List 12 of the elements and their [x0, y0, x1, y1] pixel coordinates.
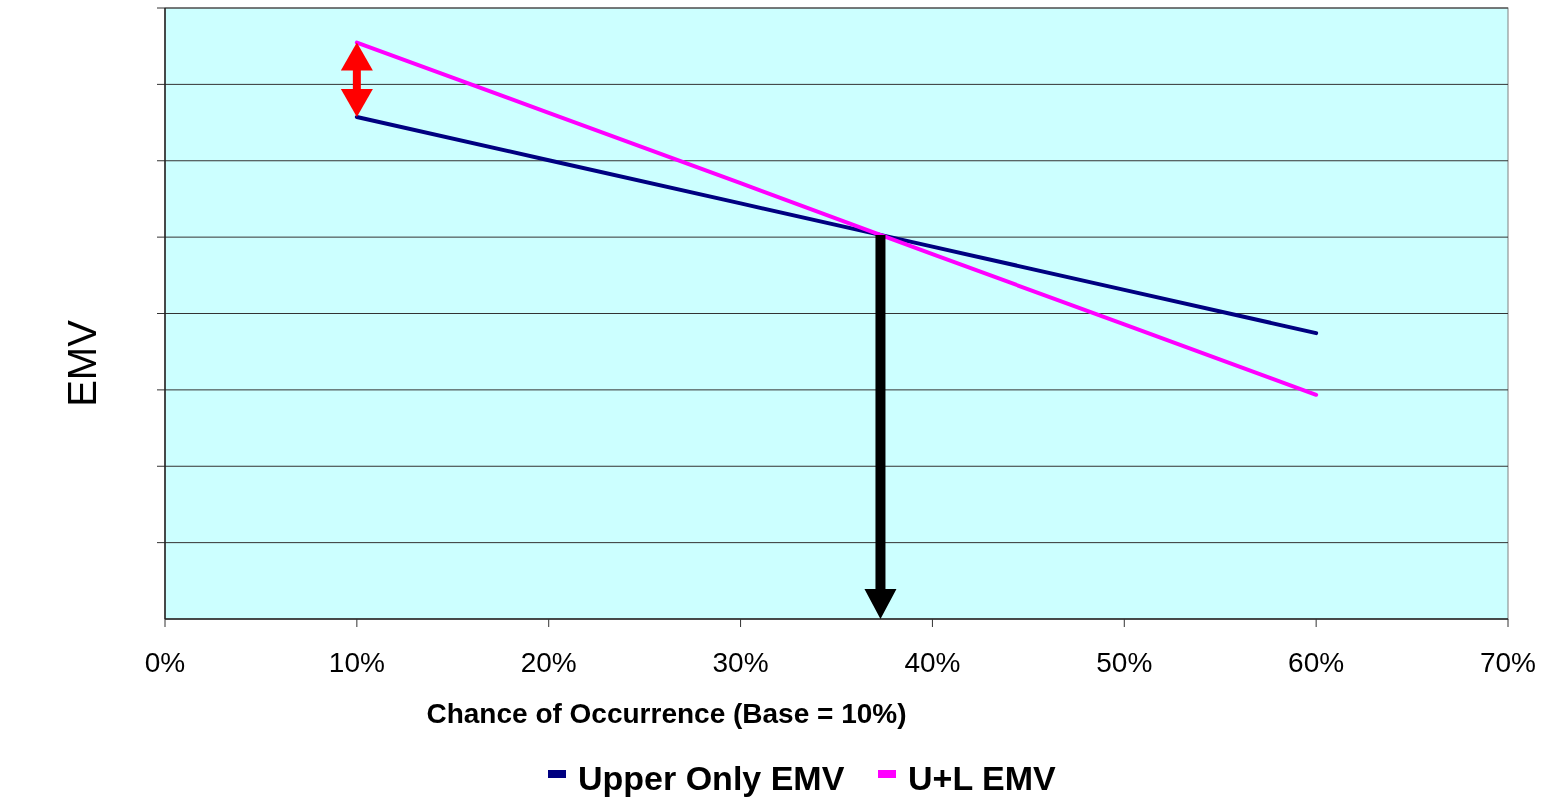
x-tick-label: 30%: [712, 647, 769, 678]
x-axis-title: Chance of Occurrence (Base = 10%): [426, 698, 907, 729]
x-tick-label: 50%: [1096, 647, 1153, 678]
x-tick-label: 20%: [520, 647, 577, 678]
legend-label: U+L EMV: [908, 759, 1057, 797]
x-tick-label: 60%: [1288, 647, 1345, 678]
x-tick-label: 40%: [904, 647, 961, 678]
legend-label: Upper Only EMV: [578, 759, 845, 797]
y-axis-title: EMV: [60, 319, 104, 407]
x-tick-label: 0%: [144, 647, 186, 678]
x-tick-label: 70%: [1479, 647, 1537, 678]
x-tick-label: 10%: [328, 647, 385, 678]
